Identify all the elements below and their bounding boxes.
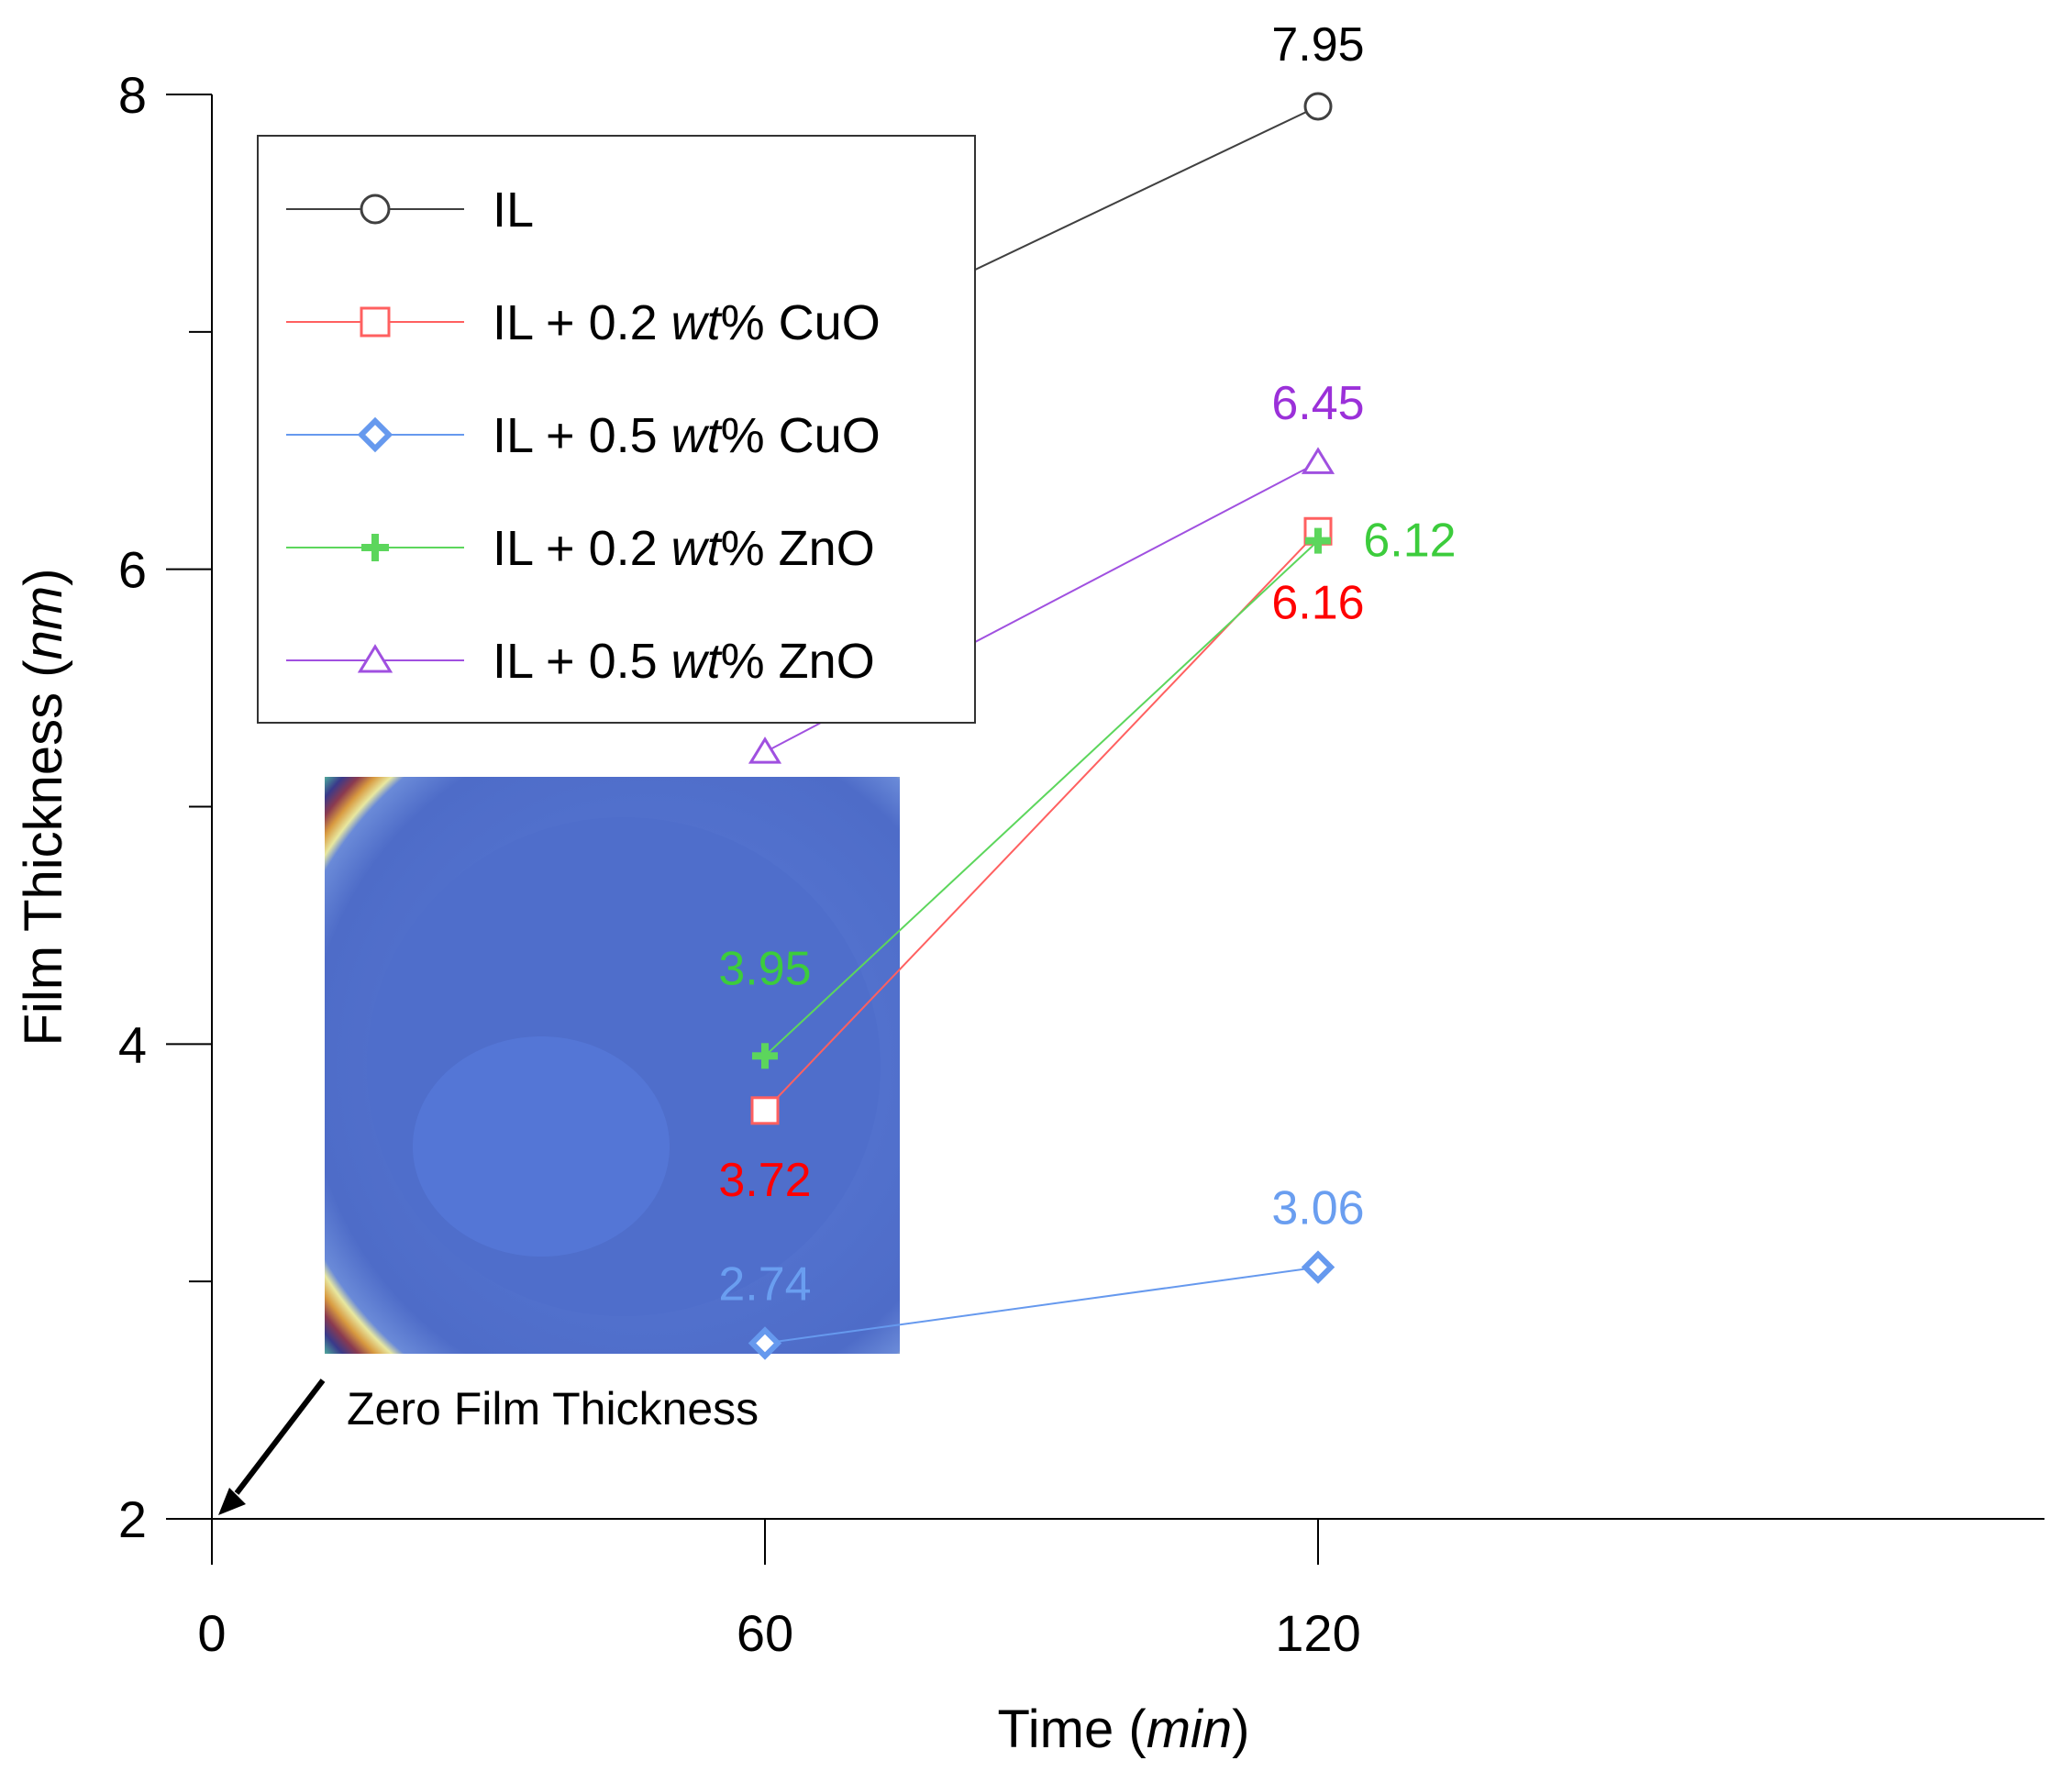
y-tick-label: 6 <box>118 541 147 599</box>
data-point <box>1301 447 1335 474</box>
axis-ticks: 2 4 6 8 0 60 120 <box>118 66 1361 1662</box>
series-3: 3.95 6.12 <box>718 515 1457 1069</box>
data-label: 6.16 <box>1271 576 1364 629</box>
legend-entry: IL <box>286 183 534 238</box>
legend-entry: IL + 0.5 wt% CuO <box>286 408 881 463</box>
legend-marker <box>357 644 393 673</box>
inset-image <box>325 777 900 1354</box>
data-label: 6.12 <box>1363 515 1456 568</box>
y-tick-label: 8 <box>118 66 147 124</box>
data-point <box>1301 1250 1335 1284</box>
data-label: 7.95 <box>1271 18 1364 72</box>
legend-label: IL + 0.5 wt% ZnO <box>493 634 875 689</box>
legend-entry: IL + 0.5 wt% ZnO <box>286 634 875 689</box>
y-axis-title: Film Thickness (nm) <box>14 568 73 1046</box>
y-tick-label: 2 <box>118 1490 147 1548</box>
y-axis-title-text: Film Thickness <box>14 692 73 1047</box>
data-point <box>1305 527 1331 554</box>
x-axis-title-text: Time <box>998 1700 1114 1759</box>
legend-marker <box>361 534 389 561</box>
x-axis-unit: min <box>1147 1700 1232 1759</box>
legend-entry: IL + 0.2 wt% CuO <box>286 295 881 350</box>
annotation-label: Zero Film Thickness <box>347 1383 759 1434</box>
annotation-arrowhead <box>218 1488 246 1515</box>
annotation-arrow <box>234 1379 326 1495</box>
data-point <box>1303 92 1333 121</box>
legend-label: IL <box>493 183 534 238</box>
series-line <box>764 1266 1319 1345</box>
series-line <box>764 539 1319 1058</box>
x-tick-label: 60 <box>737 1604 793 1662</box>
data-label: 3.72 <box>718 1154 811 1207</box>
legend-marker <box>360 306 391 338</box>
x-tick-label: 120 <box>1275 1604 1360 1662</box>
data-label: 2.74 <box>718 1257 811 1311</box>
legend-marker <box>360 194 391 225</box>
legend-label: IL + 0.5 wt% CuO <box>493 408 881 463</box>
data-label: 3.95 <box>718 942 811 995</box>
y-axis-unit: nm <box>14 586 73 660</box>
legend-label: IL + 0.2 wt% ZnO <box>493 521 875 576</box>
data-point <box>752 1043 778 1069</box>
series-2: 2.74 3.06 <box>718 1182 1365 1360</box>
data-point <box>750 1096 780 1125</box>
legend-marker <box>357 416 393 453</box>
legend-entry: IL + 0.2 wt% ZnO <box>286 521 875 576</box>
x-tick-label: 0 <box>197 1604 226 1662</box>
data-point <box>748 1326 782 1360</box>
series-1: 3.72 6.16 <box>718 516 1365 1207</box>
data-point <box>748 736 782 764</box>
legend-label: IL + 0.2 wt% CuO <box>493 295 881 350</box>
x-axis-title: Time (min) <box>998 1700 1250 1759</box>
y-tick-label: 4 <box>118 1015 147 1073</box>
data-label: 6.45 <box>1271 377 1364 430</box>
data-label: 3.06 <box>1271 1182 1364 1235</box>
legend: IL IL + 0.2 wt% CuO IL + 0.5 wt% CuO IL + 0… <box>257 135 976 724</box>
